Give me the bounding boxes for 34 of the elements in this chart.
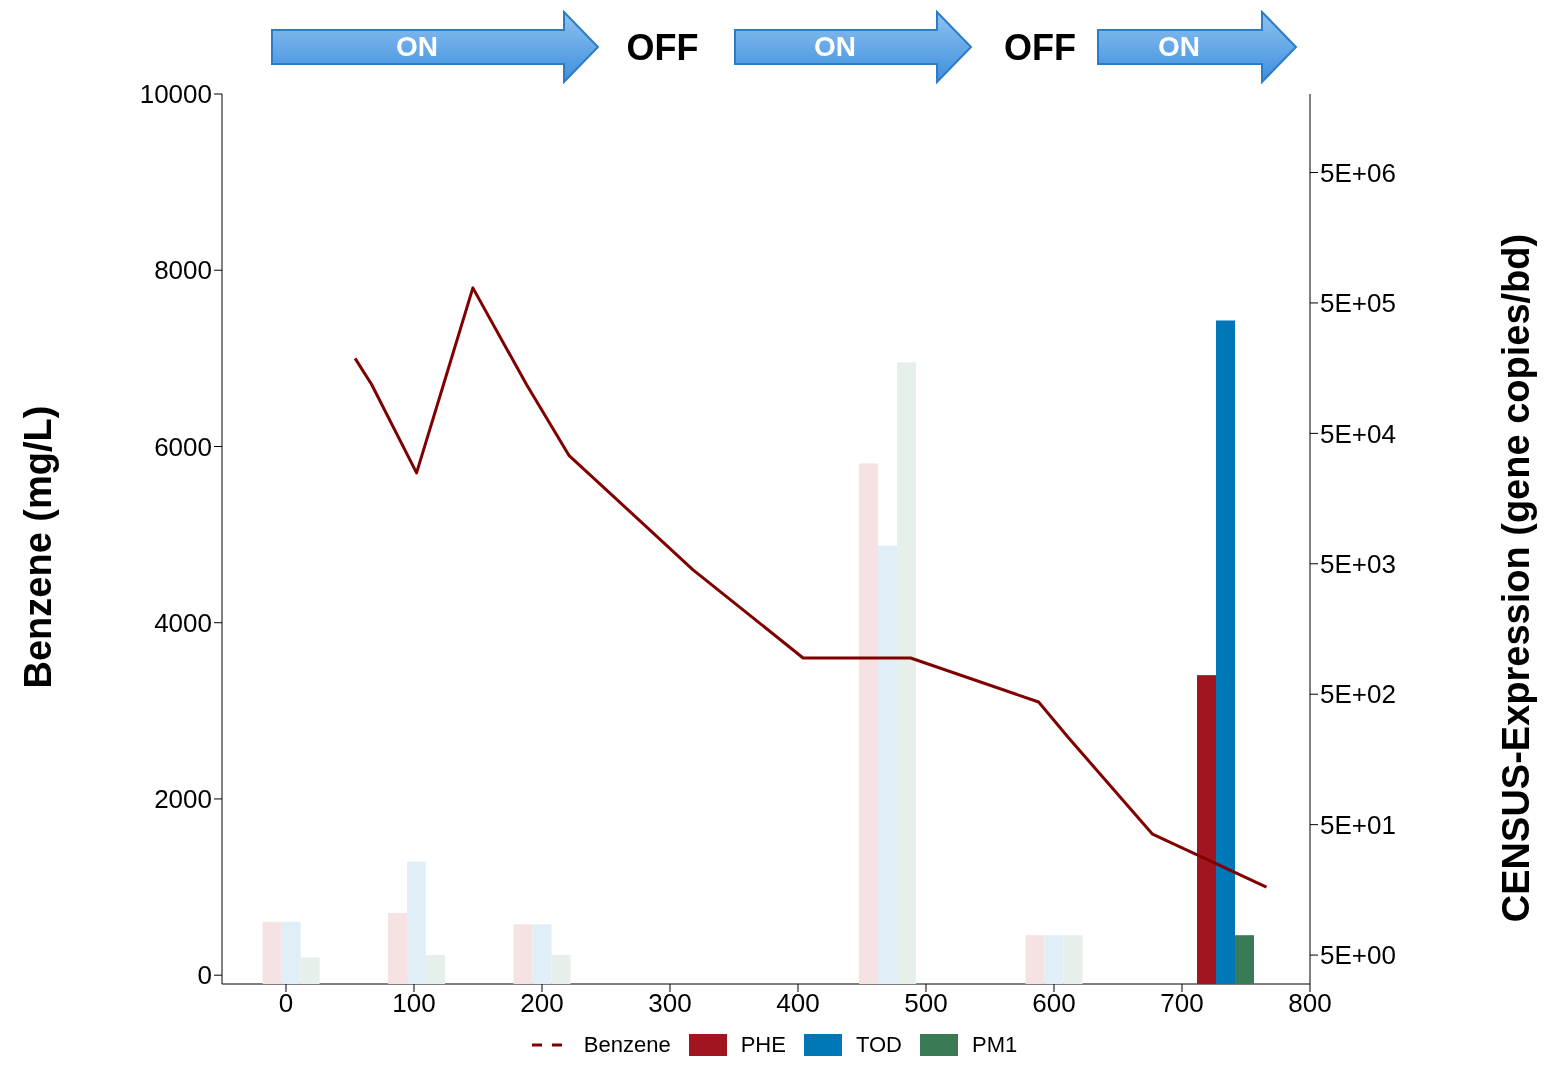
x-tick-label: 700 [1160, 988, 1204, 1019]
x-tick-label: 800 [1288, 988, 1332, 1019]
text: OFF [1003, 27, 1077, 68]
x-tick-label: 300 [648, 988, 692, 1019]
x-tick-label: 600 [1032, 988, 1076, 1019]
y-tick-label: 6000 [154, 431, 212, 462]
y2-tick-label: 5E+03 [1320, 549, 1396, 580]
y-tick-label: 8000 [154, 255, 212, 286]
legend-label: Benzene [583, 1032, 671, 1058]
y-tick-label: 2000 [154, 784, 212, 815]
y-tick-label: 0 [197, 960, 212, 991]
y2-tick-label: 5E+01 [1320, 809, 1396, 840]
x-tick-label: 100 [392, 988, 436, 1019]
text: ON [395, 30, 439, 64]
y2-tick-label: 5E+02 [1320, 679, 1396, 710]
y2-tick-label: 5E+00 [1320, 940, 1396, 971]
y-tick-label: 4000 [154, 607, 212, 638]
y-tick-label: 10000 [139, 79, 212, 110]
text: ON [813, 30, 857, 64]
y2-axis-title: CENSUS-Expression (gene copies/bd) [1494, 233, 1538, 923]
x-tick-label: 0 [278, 988, 294, 1019]
y-axis-title: Benzene (mg/L) [16, 405, 60, 689]
y2-tick-label: 5E+06 [1320, 157, 1396, 188]
x-tick-label: 200 [520, 988, 564, 1019]
legend-label: PM1 [971, 1032, 1018, 1058]
x-tick-label: 400 [776, 988, 820, 1019]
line-series [353, 286, 1268, 889]
text: OFF [625, 27, 700, 68]
text: ON [1157, 30, 1201, 64]
y2-tick-label: 5E+04 [1320, 418, 1396, 449]
legend-label: PHE [740, 1032, 786, 1058]
x-tick-label: 500 [904, 988, 948, 1019]
y2-tick-label: 5E+05 [1320, 288, 1396, 319]
legend-label: TOD [855, 1032, 902, 1058]
